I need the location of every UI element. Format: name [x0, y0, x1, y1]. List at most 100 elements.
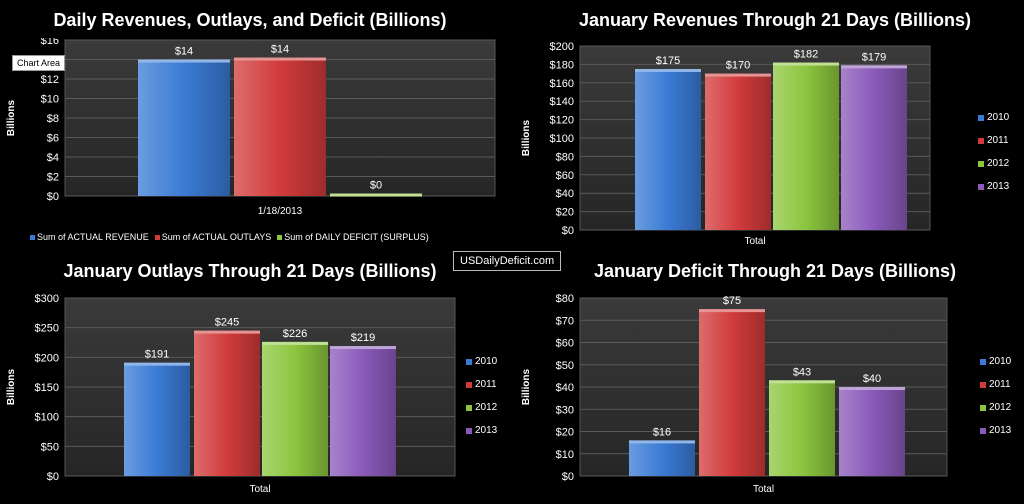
y-tick-label: $140 — [550, 96, 574, 108]
chart-3-legend: 2010 2011 2012 2013 — [466, 350, 497, 442]
legend-label: Sum of ACTUAL OUTLAYS — [161, 232, 272, 242]
bar-top — [635, 69, 701, 72]
y-tick-label: $300 — [35, 293, 59, 305]
legend-item-deficit: Sum of DAILY DEFICIT (SURPLUS) — [277, 232, 429, 242]
data-label: $226 — [283, 328, 307, 340]
y-tick-label: $12 — [41, 74, 59, 86]
data-label: $179 — [862, 51, 886, 63]
legend-label: Sum of ACTUAL REVENUE — [37, 232, 149, 242]
bar-top — [769, 380, 835, 384]
y-tick-label: $20 — [556, 207, 574, 219]
bar-top — [262, 341, 328, 345]
bar — [262, 341, 328, 476]
bar — [194, 330, 260, 476]
legend-item-2011: 2011 — [980, 373, 1011, 396]
y-tick-label: $0 — [47, 471, 59, 483]
bar-top — [773, 62, 839, 66]
legend-swatch — [154, 234, 160, 240]
y-tick-label: $80 — [556, 151, 574, 163]
legend-item-2012: 2012 — [466, 396, 497, 419]
y-tick-label: $0 — [562, 471, 574, 483]
legend-item-2010: 2010 — [980, 350, 1011, 373]
legend-swatch — [978, 137, 984, 144]
y-tick-label: $160 — [550, 78, 574, 90]
bar-top — [705, 73, 771, 77]
y-tick-label: $6 — [47, 133, 59, 145]
bar — [138, 59, 230, 196]
y-axis-label: Billions — [521, 120, 532, 157]
revenues-chart[interactable]: $0 $20 $40 $60 $80 $100 $120 $140 $160 $180 $200 Bi… — [515, 38, 935, 250]
y-tick-label: $50 — [556, 360, 574, 372]
bar — [841, 65, 907, 230]
y-tick-label: $70 — [556, 315, 574, 327]
y-tick-label: $60 — [556, 338, 574, 350]
legend-label: 2011 — [987, 135, 1009, 146]
y-tick-label: $2 — [47, 172, 59, 184]
legend-label: 2013 — [987, 181, 1010, 192]
chart-area-tooltip: Chart Area — [12, 55, 66, 71]
legend-label: 2012 — [987, 158, 1010, 169]
legend-item-2010: 2010 — [978, 106, 1009, 129]
daily-chart[interactable]: $0 $2 $4 $6 $8 $10 $12 $14 $16 Billions 1/18/2013 $… — [0, 38, 510, 220]
legend-swatch — [466, 427, 472, 434]
y-tick-label: $250 — [35, 323, 59, 335]
data-label: $14 — [175, 46, 193, 58]
legend-swatch — [30, 234, 35, 240]
site-watermark: USDailyDeficit.com — [453, 251, 562, 271]
bar-top — [839, 387, 905, 390]
y-tick-label: $0 — [562, 225, 574, 237]
legend-swatch — [466, 381, 472, 388]
data-label: $182 — [794, 49, 818, 61]
legend-label: 2013 — [989, 425, 1012, 436]
y-tick-label: $16 — [41, 38, 59, 47]
bar — [330, 346, 396, 476]
y-axis-label: Billions — [521, 369, 532, 406]
bar — [705, 73, 771, 230]
y-tick-label: $100 — [550, 133, 574, 145]
y-tick-label: $20 — [556, 427, 574, 439]
y-tick-label: $100 — [35, 412, 59, 424]
bar — [124, 362, 190, 476]
bar-top — [330, 193, 422, 197]
y-axis-label: Billions — [6, 369, 17, 406]
legend-item-2010: 2010 — [466, 350, 497, 373]
bar-top — [124, 362, 190, 366]
legend-item-2012: 2012 — [980, 396, 1011, 419]
x-tick-label: 1/18/2013 — [258, 206, 303, 217]
bar-top — [234, 57, 326, 61]
bar-top — [138, 59, 230, 63]
data-label: $0 — [370, 180, 382, 192]
chart-3-title: January Outlays Through 21 Days (Billion… — [63, 261, 437, 281]
bar-top — [330, 346, 396, 350]
x-tick-label: Total — [744, 236, 765, 247]
y-axis-label: Billions — [6, 100, 17, 137]
legend-item-outlays: Sum of ACTUAL OUTLAYS — [154, 232, 272, 242]
legend-swatch — [980, 427, 986, 434]
data-label: $245 — [215, 317, 239, 329]
legend-swatch — [277, 234, 283, 240]
legend-label: 2012 — [475, 402, 498, 413]
chart-1-legend: Sum of ACTUAL REVENUE Sum of ACTUAL OUTL… — [30, 232, 429, 242]
data-label: $175 — [656, 55, 680, 67]
chart-2-legend: 2010 2011 2012 2013 — [978, 106, 1009, 198]
outlays-chart[interactable]: $0 $50 $100 $150 $200 $250 $300 Billions Total $1… — [0, 290, 460, 500]
legend-swatch — [978, 114, 984, 121]
y-tick-label: $30 — [556, 404, 574, 416]
legend-label: 2011 — [475, 379, 497, 390]
chart-2-title: January Revenues Through 21 Days (Billio… — [578, 10, 972, 30]
bar — [699, 309, 765, 476]
legend-item-2011: 2011 — [466, 373, 497, 396]
legend-swatch — [466, 404, 472, 411]
bar-top — [841, 65, 907, 69]
data-label: $14 — [271, 44, 289, 56]
legend-swatch — [980, 358, 986, 365]
y-tick-label: $200 — [35, 352, 59, 364]
y-tick-label: $60 — [556, 170, 574, 182]
x-tick-label: Total — [753, 484, 774, 495]
chart-4-legend: 2010 2011 2012 2013 — [980, 350, 1011, 442]
deficit-chart[interactable]: $0 $10 $20 $30 $40 $50 $60 $70 $80 Billions Total $… — [515, 290, 955, 500]
legend-swatch — [978, 160, 984, 167]
legend-swatch — [978, 183, 984, 190]
y-tick-label: $8 — [47, 113, 59, 125]
y-tick-label: $40 — [556, 188, 574, 200]
